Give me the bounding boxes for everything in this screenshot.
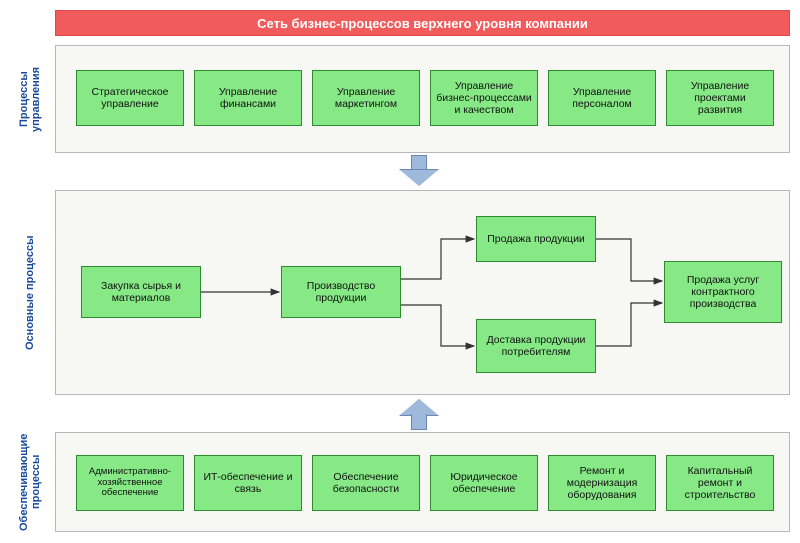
section-core: Закупка сырья и материалов Производство …	[55, 190, 790, 395]
box-bpq: Управление бизнес-процессами и качеством	[430, 70, 538, 126]
row-label-management: Процессы управления	[8, 45, 52, 153]
box-legal: Юридическое обеспечение	[430, 455, 538, 511]
box-contract: Продажа услуг контрактного производства	[664, 261, 782, 323]
row-label-support: Обеспечивающие процессы	[8, 432, 52, 532]
box-hr: Управление персоналом	[548, 70, 656, 126]
box-purchase: Закупка сырья и материалов	[81, 266, 201, 318]
box-admin: Административно-хозяйственное обеспечени…	[76, 455, 184, 511]
box-strategic: Стратегическое управление	[76, 70, 184, 126]
box-finance: Управление финансами	[194, 70, 302, 126]
box-repair: Ремонт и модернизация оборудования	[548, 455, 656, 511]
box-marketing: Управление маркетингом	[312, 70, 420, 126]
diagram-canvas: Сеть бизнес-процессов верхнего уровня ко…	[0, 0, 800, 543]
box-projects: Управление проектами развития	[666, 70, 774, 126]
box-delivery: Доставка продукции потребителям	[476, 319, 596, 373]
section-management: Стратегическое управление Управление фин…	[55, 45, 790, 153]
box-sale: Продажа продукции	[476, 216, 596, 262]
box-security: Обеспечение безопасности	[312, 455, 420, 511]
box-it: ИТ-обеспечение и связь	[194, 455, 302, 511]
arrow-down-icon	[400, 155, 438, 187]
section-support: Административно-хозяйственное обеспечени…	[55, 432, 790, 532]
box-capital: Капитальный ремонт и строительство	[666, 455, 774, 511]
arrow-up-icon	[400, 398, 438, 430]
row-label-core: Основные процессы	[8, 190, 52, 395]
diagram-title: Сеть бизнес-процессов верхнего уровня ко…	[55, 10, 790, 36]
box-production: Производство продукции	[281, 266, 401, 318]
